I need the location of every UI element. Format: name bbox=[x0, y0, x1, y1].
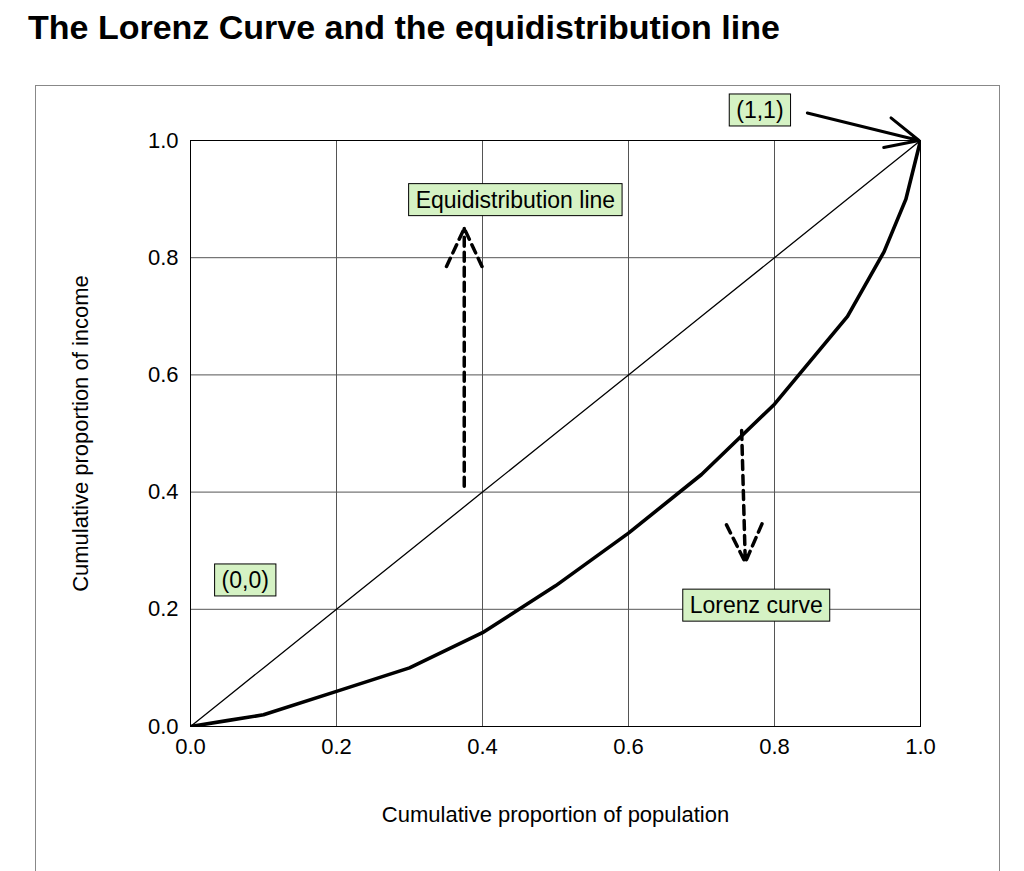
html-text:The Lorenz Curve and the equid: The Lorenz Curve and the equidistributio… bbox=[28, 8, 780, 46]
svg-text:0.0: 0.0 bbox=[175, 734, 206, 759]
svg-text:0.2: 0.2 bbox=[148, 596, 179, 621]
svg-text:0.6: 0.6 bbox=[613, 734, 644, 759]
svg-text:(0,0): (0,0) bbox=[222, 567, 269, 593]
svg-text:0.8: 0.8 bbox=[759, 734, 790, 759]
svg-text:0.8: 0.8 bbox=[148, 245, 179, 270]
svg-text:Cumulative proportion of incom: Cumulative proportion of income bbox=[68, 275, 93, 592]
svg-text:Equidistribution line: Equidistribution line bbox=[416, 187, 615, 213]
svg-text:0.2: 0.2 bbox=[321, 734, 352, 759]
svg-text:0.4: 0.4 bbox=[467, 734, 498, 759]
svg-text:0.6: 0.6 bbox=[148, 362, 179, 387]
svg-text:Lorenz curve: Lorenz curve bbox=[690, 592, 823, 618]
svg-text:0.4: 0.4 bbox=[148, 479, 179, 504]
svg-text:(1,1): (1,1) bbox=[736, 97, 783, 123]
svg-text:0.0: 0.0 bbox=[148, 714, 179, 739]
svg-text:Cumulative proportion of popul: Cumulative proportion of population bbox=[382, 802, 729, 827]
svg-text:1.0: 1.0 bbox=[905, 734, 936, 759]
svg-text:1.0: 1.0 bbox=[148, 128, 179, 153]
